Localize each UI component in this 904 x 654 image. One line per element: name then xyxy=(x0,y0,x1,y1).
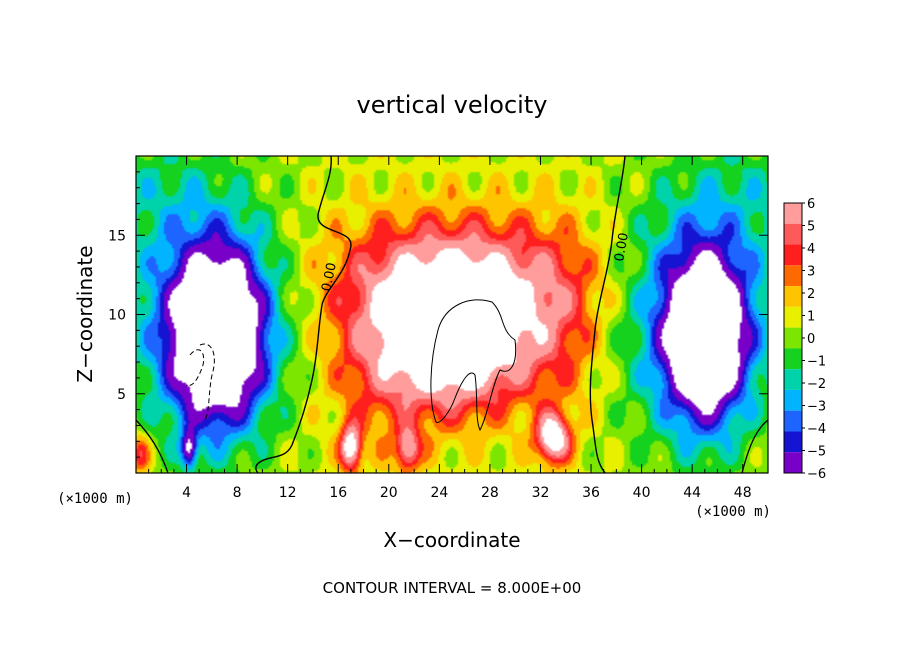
colorbar-swatch xyxy=(784,306,802,328)
colorbar-tick-label: −3 xyxy=(807,400,826,415)
x-tick-label: 40 xyxy=(633,485,651,501)
colorbar-tick-label: 2 xyxy=(807,287,815,302)
y-axis-ticks: 5 10 15 xyxy=(108,171,768,458)
colorbar-swatch xyxy=(784,369,802,390)
x-tick-label: 48 xyxy=(734,485,752,501)
contour-lines xyxy=(136,156,768,473)
zero-contour-left xyxy=(255,156,352,473)
negative-contour-downdraft-a xyxy=(199,343,215,421)
colorbar-swatch xyxy=(784,348,802,370)
contour-label-right: 0.00 xyxy=(612,232,632,263)
colorbar-tick-label: −2 xyxy=(807,377,826,392)
colorbar-swatch xyxy=(784,431,802,453)
colorbar-tick-label: 6 xyxy=(807,197,815,212)
colorbar-tick-label: −5 xyxy=(807,445,826,460)
heatmap-field xyxy=(136,156,768,473)
y-axis-label: Z−coordinate xyxy=(73,245,97,382)
colorbar: 6 5 4 3 2 1 0 −1 −2 −3 −4 −5 −6 xyxy=(783,197,826,482)
contour-interval-note: CONTOUR INTERVAL = 8.000E+00 xyxy=(323,579,582,597)
positive-contour-updraft xyxy=(430,299,517,432)
x-tick-label: 20 xyxy=(380,485,398,501)
colorbar-tick-label: −4 xyxy=(807,422,826,437)
colorbar-swatch xyxy=(784,244,802,266)
colorbar-tick-label: −1 xyxy=(807,355,826,370)
y-tick-label: 15 xyxy=(108,228,126,244)
negative-contour-downdraft-b xyxy=(185,349,205,387)
contour-label-left: 0.00 xyxy=(319,261,340,292)
colorbar-tick-label: −6 xyxy=(807,467,826,482)
colorbar-swatch xyxy=(784,203,802,224)
x-unit-label: (×1000 m) xyxy=(695,504,771,520)
x-tick-label: 12 xyxy=(279,485,297,501)
x-axis-ticks: 4 8 12 16 20 24 28 32 36 40 44 48 xyxy=(148,156,756,501)
colorbar-swatch xyxy=(784,389,802,411)
y-tick-label: 10 xyxy=(108,308,126,324)
colorbar-swatch xyxy=(784,327,802,349)
x-tick-label: 8 xyxy=(233,485,242,501)
colorbar-tick-label: 5 xyxy=(807,220,815,235)
x-tick-label: 4 xyxy=(182,485,191,501)
colorbar-tick-label: 1 xyxy=(807,310,815,325)
x-tick-label: 28 xyxy=(481,485,499,501)
colorbar-swatch xyxy=(784,223,802,245)
z-unit-label: (×1000 m) xyxy=(57,491,133,507)
zero-contour-bottom-right xyxy=(741,419,768,473)
x-tick-label: 24 xyxy=(430,485,448,501)
chart-title: vertical velocity xyxy=(357,91,548,119)
x-axis-label: X−coordinate xyxy=(383,528,520,552)
colorbar-tick-label: 3 xyxy=(807,265,815,280)
colorbar-swatch xyxy=(784,452,802,473)
colorbar-tick-label: 4 xyxy=(807,242,815,257)
colorbar-tick-label: 0 xyxy=(807,332,815,347)
x-tick-label: 32 xyxy=(532,485,550,501)
zero-contour-bottom-left xyxy=(136,419,169,473)
x-tick-label: 44 xyxy=(683,485,701,501)
colorbar-swatch xyxy=(784,286,802,307)
x-tick-label: 36 xyxy=(582,485,600,501)
y-tick-label: 5 xyxy=(117,387,126,403)
colorbar-swatch xyxy=(784,410,802,432)
colorbar-swatch xyxy=(784,265,802,287)
zero-contour-right xyxy=(589,156,626,473)
x-tick-label: 16 xyxy=(329,485,347,501)
